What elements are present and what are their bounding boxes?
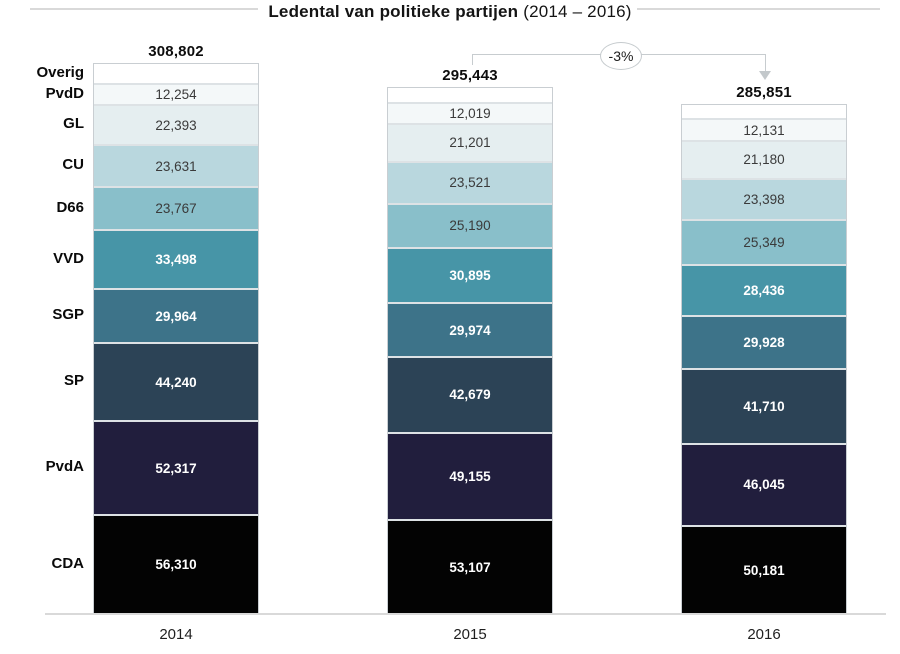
party-label-cu: CU [62,156,84,174]
segment-overig-2015 [388,87,552,102]
bar-2016: 12,131 21,180 23,398 25,349 28,436 29,928 41,7… [681,103,847,615]
segment-sgp-2016: 29,928 [682,315,846,369]
segment-pvda-2014: 52,317 [94,420,258,514]
x-axis-label-2014: 2014 [159,626,193,643]
bar-2014: 12,254 22,393 23,631 23,767 33,498 29,964 44,2… [93,63,259,615]
segment-cu-2016: 23,398 [682,177,846,220]
party-label-gl: GL [63,115,84,133]
segment-sp-2015: 42,679 [388,355,552,432]
segment-d66-2014: 23,767 [94,186,258,229]
party-label-sp: SP [63,372,84,390]
segment-cu-2014: 23,631 [94,144,258,187]
party-label-pvdd: PvdD [45,84,84,102]
party-label-sgp: SGP [52,306,84,323]
top-rule-right [637,8,880,10]
total-label-2014: 308,802 [148,43,204,60]
bar-2015: 12,019 21,201 23,521 25,190 30,895 29,974 42,6… [387,86,553,615]
total-label-2015: 295,443 [442,66,498,84]
segment-cda-2014: 56,310 [94,513,258,614]
chart-title: Ledental van politieke partijen (2014 – … [0,2,900,22]
chart-title-main: Ledental van politieke partijen [268,2,519,21]
annotation-label: -3% [608,48,634,64]
party-label-vvd: VVD [53,249,84,267]
annotation-connector-drop [765,54,766,71]
segment-d66-2015: 25,190 [388,202,552,248]
segment-vvd-2014: 33,498 [94,228,258,289]
x-axis-baseline [45,613,886,615]
segment-gl-2016: 21,180 [682,139,846,178]
segment-sgp-2014: 29,964 [94,288,258,342]
segment-pvdd-2016: 12,131 [682,118,846,140]
party-label-overig: Overig [36,64,84,82]
segment-pvda-2015: 49,155 [388,431,552,520]
segment-gl-2014: 22,393 [94,104,258,145]
segment-pvdd-2014: 12,254 [94,82,258,105]
chart-title-range: (2014 – 2016) [523,2,632,21]
annotation-pill: -3% [600,42,642,70]
top-rule-left [30,8,258,10]
annotation-connector-start [472,54,473,65]
segment-pvdd-2015: 12,019 [388,101,552,123]
segment-vvd-2015: 30,895 [388,247,552,303]
segment-overig-2014 [94,64,258,83]
segment-gl-2015: 21,201 [388,122,552,161]
annotation-arrow-icon [759,71,771,80]
segment-cda-2016: 50,181 [682,524,846,614]
segment-sp-2014: 44,240 [94,341,258,421]
segment-vvd-2016: 28,436 [682,264,846,315]
x-axis-label-2016: 2016 [747,626,781,643]
total-label-2016: 285,851 [736,83,792,101]
segment-sp-2016: 41,710 [682,368,846,443]
party-label-pvda: PvdA [45,458,84,476]
party-label-d66: D66 [56,198,84,216]
party-label-cda: CDA [51,554,85,572]
segment-overig-2016 [682,104,846,119]
segment-pvda-2016: 46,045 [682,442,846,525]
segment-d66-2016: 25,349 [682,219,846,265]
x-axis-label-2015: 2015 [453,626,487,643]
segment-cu-2015: 23,521 [388,160,552,203]
segment-sgp-2015: 29,974 [388,302,552,356]
segment-cda-2015: 53,107 [388,519,552,614]
